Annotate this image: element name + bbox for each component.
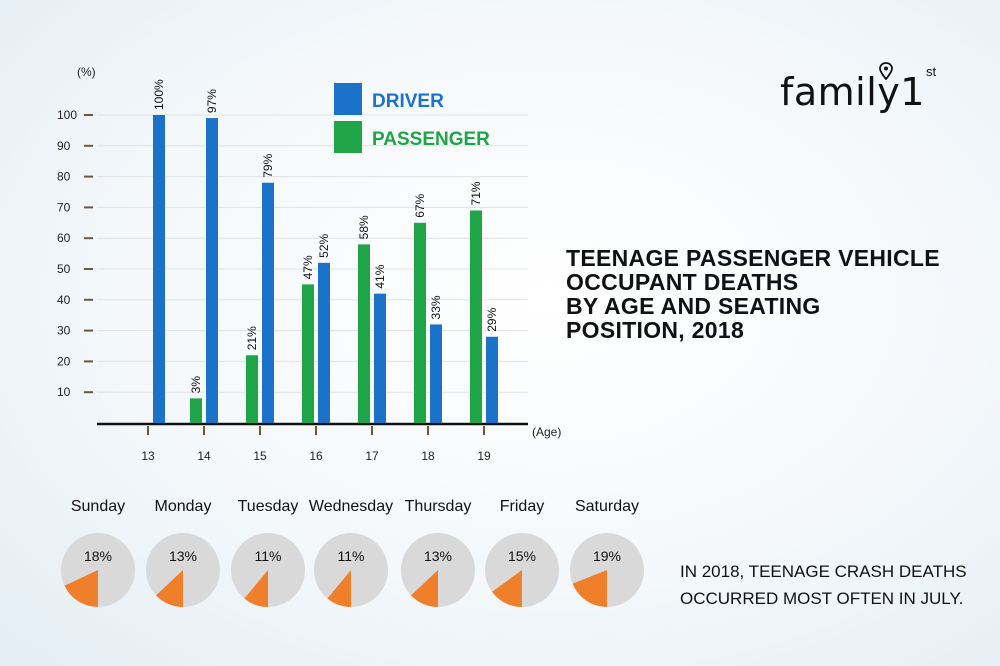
pie-percent-label: 13% xyxy=(423,548,453,564)
bar-value-label: 71% xyxy=(469,181,483,205)
y-tick-label: 100 xyxy=(57,108,77,122)
weekday-label: Wednesday xyxy=(308,498,394,515)
passenger-bar xyxy=(302,284,314,423)
pie-slice xyxy=(244,570,268,607)
weekday-label: Friday xyxy=(499,498,545,515)
family1st-logo: family1 st xyxy=(780,62,960,122)
driver-bar xyxy=(262,182,274,423)
x-tick-label: 16 xyxy=(309,449,323,463)
logo-text: family1 xyxy=(780,70,925,114)
bar-value-label: 67% xyxy=(413,193,427,217)
legend-driver-label: DRIVER xyxy=(372,91,444,112)
weekday-label: Monday xyxy=(154,498,212,515)
weekday-label: Thursday xyxy=(404,498,472,515)
bar-value-label: 33% xyxy=(429,295,443,319)
pie-slice xyxy=(572,570,607,607)
y-tick-label: 80 xyxy=(57,170,71,184)
weekday-item: Tuesday 11% xyxy=(223,498,313,608)
y-tick-label: 10 xyxy=(57,385,71,399)
pie-percent-label: 13% xyxy=(168,548,198,564)
legend-driver-swatch xyxy=(334,83,362,115)
pie-slice xyxy=(64,570,98,607)
pie-percent-label: 11% xyxy=(337,548,365,564)
bar-value-label: 29% xyxy=(485,307,499,331)
y-tick-label: 90 xyxy=(57,139,71,153)
title-line: BY AGE AND SEATING xyxy=(566,293,821,319)
weekday-pie: 13% xyxy=(400,532,476,608)
driver-bar xyxy=(430,324,442,423)
y-tick-label: 70 xyxy=(57,200,71,214)
title-line: OCCUPANT DEATHS xyxy=(566,269,799,295)
bar-value-label: 3% xyxy=(189,376,203,394)
logo-superscript: st xyxy=(926,64,937,79)
passenger-bar xyxy=(190,398,202,423)
bar-value-label: 52% xyxy=(317,233,331,257)
pie-percent-label: 18% xyxy=(83,548,113,564)
y-axis-label: (%) xyxy=(77,65,96,79)
y-tick-label: 30 xyxy=(57,324,71,338)
passenger-bar xyxy=(246,355,258,423)
bar-value-label: 100% xyxy=(152,79,166,110)
weekday-pie: 13% xyxy=(145,532,221,608)
pie-percent-label: 15% xyxy=(507,548,537,564)
x-tick-label: 17 xyxy=(365,449,379,463)
weekday-item: Thursday 13% xyxy=(393,498,483,608)
x-tick-label: 19 xyxy=(477,449,491,463)
x-axis-label: (Age) xyxy=(532,425,561,439)
bar-value-label: 47% xyxy=(301,255,315,279)
driver-bar xyxy=(153,115,165,423)
driver-bar xyxy=(486,336,498,423)
weekday-item: Wednesday 11% xyxy=(306,498,396,608)
pie-slice xyxy=(492,570,522,607)
location-pin-icon xyxy=(879,62,893,80)
bar-value-label: 41% xyxy=(373,264,387,288)
driver-bar xyxy=(206,118,218,423)
weekday-item: Sunday 18% xyxy=(53,498,143,608)
y-tick-label: 50 xyxy=(57,262,71,276)
footnote: IN 2018, TEENAGE CRASH DEATHS OCCURRED M… xyxy=(680,558,980,612)
weekday-item: Friday 15% xyxy=(477,498,567,608)
passenger-bar xyxy=(470,210,482,423)
weekday-item: Monday 13% xyxy=(138,498,228,608)
weekday-label: Sunday xyxy=(70,498,126,515)
weekday-pie: 11% xyxy=(230,532,306,608)
legend-passenger-swatch xyxy=(334,121,362,153)
passenger-bar xyxy=(358,244,370,423)
weekday-pie: 19% xyxy=(569,532,645,608)
bar-value-label: 97% xyxy=(205,89,219,113)
title-line: POSITION, 2018 xyxy=(566,317,745,343)
note-line: OCCURRED MOST OFTEN IN JULY. xyxy=(680,589,964,608)
y-tick-label: 40 xyxy=(57,293,71,307)
x-tick-label: 18 xyxy=(421,449,435,463)
driver-bar xyxy=(374,293,386,423)
x-tick-label: 14 xyxy=(197,449,211,463)
bar-value-label: 79% xyxy=(261,153,275,177)
legend-passenger-label: PASSENGER xyxy=(372,129,490,150)
pie-percent-label: 11% xyxy=(254,548,282,564)
x-tick-label: 15 xyxy=(253,449,267,463)
weekday-pie: 15% xyxy=(484,532,560,608)
y-tick-label: 20 xyxy=(57,354,71,368)
x-tick-label: 13 xyxy=(141,449,155,463)
title-line: TEENAGE PASSENGER VEHICLE xyxy=(566,245,940,271)
weekday-pie: 18% xyxy=(60,532,136,608)
y-tick-label: 60 xyxy=(57,231,71,245)
pie-slice xyxy=(327,570,351,607)
driver-bar xyxy=(318,262,330,423)
weekday-label: Tuesday xyxy=(237,498,299,515)
pie-slice xyxy=(411,570,438,607)
bar-value-label: 21% xyxy=(245,326,259,350)
weekday-label: Saturday xyxy=(574,498,640,515)
passenger-bar xyxy=(414,222,426,423)
weekday-item: Saturday 19% xyxy=(562,498,652,608)
note-line: IN 2018, TEENAGE CRASH DEATHS xyxy=(680,562,967,581)
bar-value-label: 58% xyxy=(357,215,371,239)
pie-slice xyxy=(156,570,183,607)
pie-percent-label: 19% xyxy=(592,548,622,564)
weekday-pie: 11% xyxy=(313,532,389,608)
chart-title: TEENAGE PASSENGER VEHICLE OCCUPANT DEATH… xyxy=(566,246,966,342)
